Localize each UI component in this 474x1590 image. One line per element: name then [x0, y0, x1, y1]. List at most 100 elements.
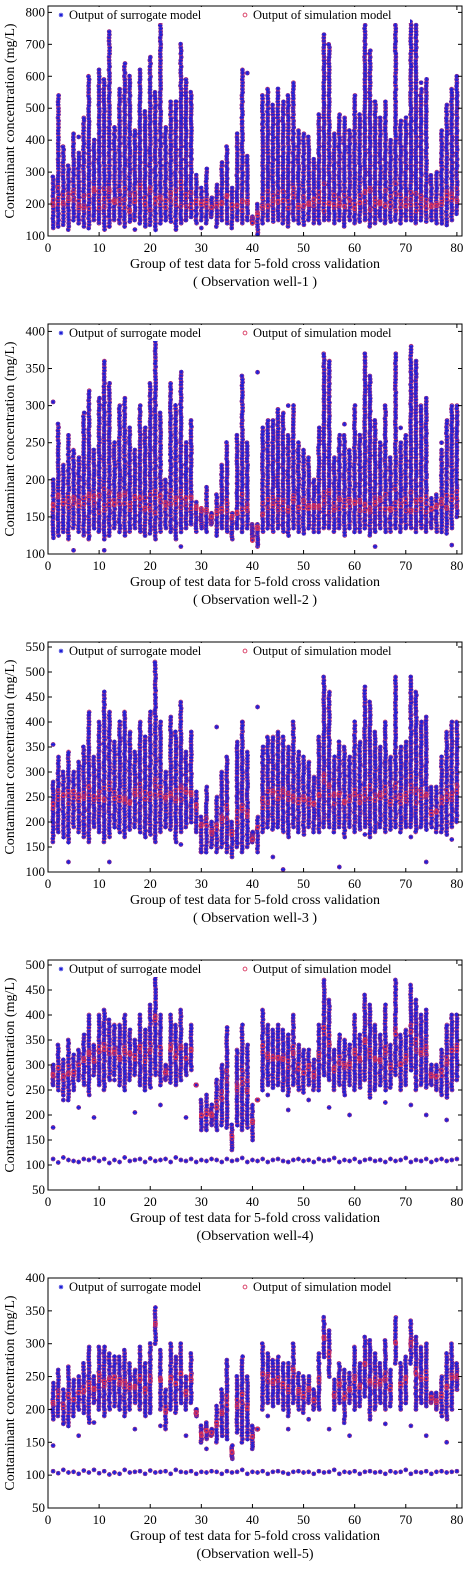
surrogate-point: [332, 211, 337, 217]
simulation-point: [76, 203, 82, 208]
surrogate-point: [281, 122, 286, 127]
surrogate-point: [383, 198, 388, 203]
surrogate-point: [56, 173, 61, 178]
surrogate-point: [296, 166, 301, 172]
surrogate-point: [81, 144, 86, 149]
surrogate-point: [193, 189, 199, 194]
simulation-point: [112, 197, 117, 203]
surrogate-point: [285, 214, 291, 220]
surrogate-point: [290, 182, 296, 188]
surrogate-point: [224, 179, 229, 184]
surrogate-point: [285, 173, 291, 178]
surrogate-point: [327, 96, 332, 102]
surrogate-point: [178, 169, 183, 175]
surrogate-point: [183, 125, 188, 130]
simulation-point: [173, 188, 179, 193]
surrogate-point: [152, 121, 158, 127]
surrogate-point: [280, 131, 286, 136]
surrogate-point: [316, 173, 322, 178]
surrogate-point: [147, 174, 153, 179]
surrogate-point: [143, 163, 148, 168]
surrogate-point: [204, 166, 210, 171]
surrogate-point: [71, 150, 76, 156]
surrogate-point: [112, 172, 117, 178]
surrogate-point: [224, 214, 230, 220]
surrogate-point: [157, 70, 163, 75]
surrogate-point: [189, 105, 194, 111]
simulation-point: [117, 197, 122, 202]
surrogate-point: [377, 208, 383, 213]
simulation-point: [214, 203, 220, 209]
surrogate-point: [158, 208, 163, 213]
surrogate-point: [112, 134, 118, 140]
surrogate-point: [97, 112, 102, 118]
surrogate-point: [189, 198, 194, 203]
simulation-point: [255, 212, 260, 217]
surrogate-point: [178, 109, 184, 114]
simulation-point: [388, 200, 393, 205]
surrogate-point: [91, 163, 96, 169]
surrogate-point: [178, 215, 183, 220]
surrogate-point: [55, 202, 61, 207]
surrogate-point: [367, 169, 372, 175]
surrogate-point: [142, 137, 148, 143]
surrogate-point: [107, 112, 112, 117]
simulation-point: [285, 205, 291, 211]
surrogate-point: [291, 135, 296, 140]
surrogate-point: [265, 128, 271, 133]
surrogate-point: [285, 154, 291, 159]
surrogate-point: [388, 183, 393, 188]
surrogate-point: [204, 176, 209, 181]
surrogate-point: [122, 134, 127, 140]
surrogate-point: [337, 153, 342, 159]
surrogate-point: [255, 222, 260, 227]
surrogate-point: [326, 179, 332, 184]
surrogate-point: [352, 214, 357, 220]
surrogate-point: [357, 112, 362, 117]
surrogate-point: [280, 105, 286, 111]
surrogate-point: [122, 77, 128, 82]
chart-svg-1: 0 10 20 30 40 50 60 70 8010020030040050060070080…: [3, 4, 463, 290]
surrogate-point: [362, 29, 368, 34]
surrogate-point: [362, 105, 368, 111]
surrogate-point: [60, 144, 66, 150]
surrogate-point: [106, 153, 112, 158]
surrogate-point: [194, 179, 199, 185]
surrogate-point: [296, 214, 301, 219]
surrogate-point: [260, 96, 265, 101]
surrogate-point: [275, 115, 280, 120]
surrogate-point: [321, 48, 326, 53]
simulation-point: [270, 201, 276, 207]
surrogate-point: [152, 208, 158, 214]
surrogate-point: [244, 160, 250, 165]
surrogate-point: [270, 145, 276, 150]
surrogate-point: [122, 105, 127, 111]
surrogate-point: [81, 157, 86, 162]
surrogate-point: [240, 173, 245, 178]
surrogate-point: [296, 189, 301, 194]
surrogate-point: [137, 192, 143, 197]
surrogate-point: [270, 108, 275, 114]
surrogate-point: [137, 99, 143, 105]
surrogate-point: [321, 214, 327, 220]
surrogate-point: [91, 147, 96, 153]
surrogate-point: [112, 157, 117, 162]
surrogate-point: [148, 219, 153, 224]
surrogate-point: [362, 23, 368, 28]
simulation-point: [132, 190, 138, 196]
surrogate-point: [127, 129, 132, 134]
surrogate-point: [373, 154, 378, 159]
surrogate-point: [306, 170, 311, 175]
surrogate-point: [168, 216, 173, 221]
surrogate-point: [327, 118, 332, 124]
simulation-point: [209, 204, 214, 210]
surrogate-point: [271, 212, 276, 217]
surrogate-point: [97, 118, 102, 124]
surrogate-point: [188, 100, 193, 105]
simulation-point: [270, 198, 276, 204]
surrogate-point: [51, 219, 56, 224]
surrogate-point: [50, 193, 56, 199]
surrogate-point: [286, 202, 291, 207]
surrogate-point: [239, 102, 245, 108]
surrogate-point: [214, 195, 219, 200]
